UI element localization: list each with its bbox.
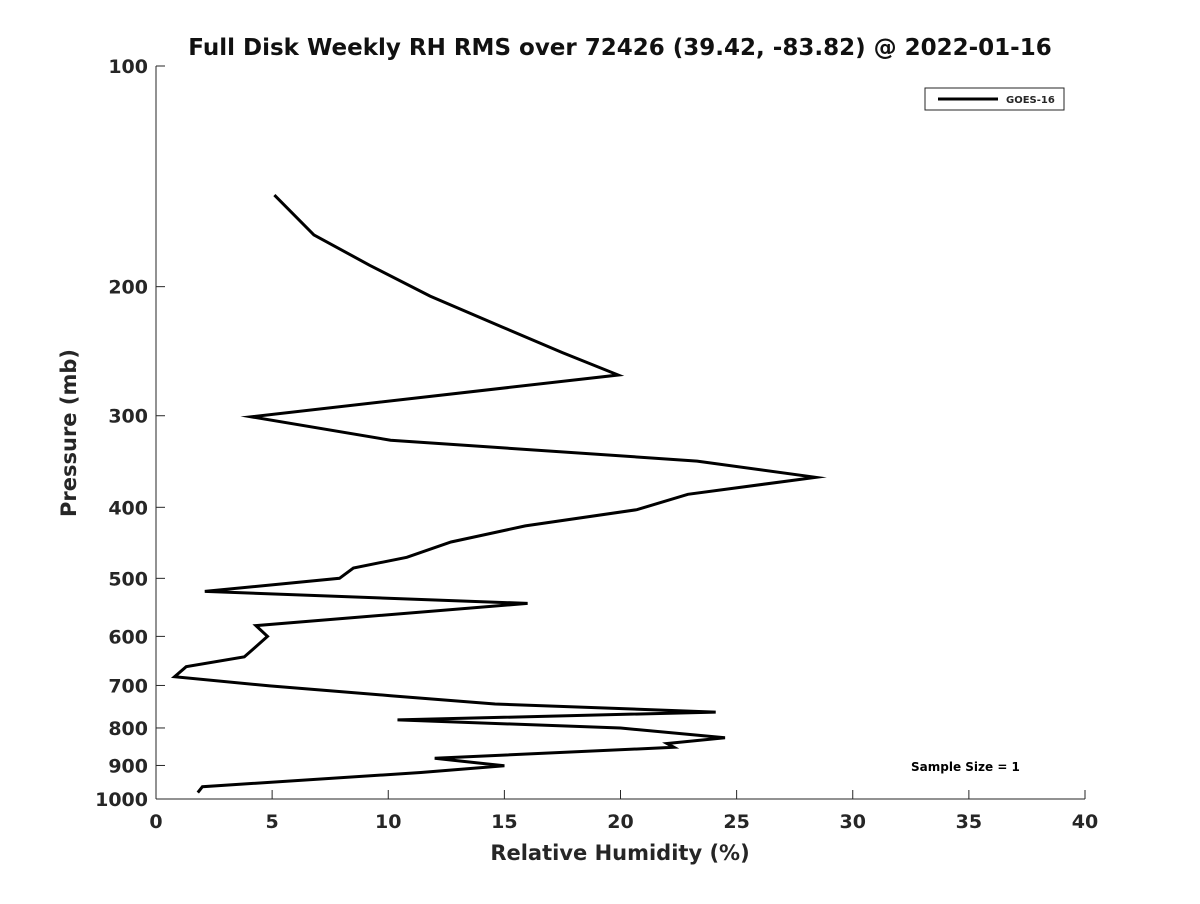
y-tick-label: 200 (108, 277, 148, 299)
x-tick-label: 15 (491, 811, 517, 833)
x-tick-label: 30 (840, 811, 866, 833)
y-tick-label: 100 (108, 56, 148, 78)
y-tick-label: 500 (108, 568, 148, 590)
legend-label: GOES-16 (1006, 95, 1055, 106)
y-tick-label: 1000 (95, 789, 148, 811)
y-axis: 100 200 300 400 500 600 700 800 900 1000 (95, 56, 165, 811)
x-tick-label: 0 (149, 811, 162, 833)
legend: GOES-16 (924, 87, 1065, 111)
y-axis-title: Pressure (mb) (57, 349, 81, 517)
x-tick-label: 35 (956, 811, 982, 833)
x-axis: 0 5 10 15 20 25 30 35 40 (149, 790, 1098, 833)
y-tick-label: 400 (108, 497, 148, 519)
x-tick-label: 10 (375, 811, 401, 833)
y-tick-label: 700 (108, 675, 148, 697)
y-tick-label: 800 (108, 718, 148, 740)
chart-title: Full Disk Weekly RH RMS over 72426 (39.4… (188, 35, 1051, 61)
y-tick-label: 900 (108, 755, 148, 777)
x-tick-label: 25 (723, 811, 749, 833)
x-tick-label: 40 (1072, 811, 1098, 833)
series-layer (170, 194, 827, 794)
series-line-goes-16 (170, 194, 827, 794)
sample-size-annotation: Sample Size = 1 (911, 760, 1020, 774)
y-tick-label: 600 (108, 626, 148, 648)
x-tick-label: 5 (266, 811, 279, 833)
y-tick-label: 300 (108, 406, 148, 428)
x-tick-label: 20 (607, 811, 633, 833)
x-axis-title: Relative Humidity (%) (490, 841, 749, 865)
